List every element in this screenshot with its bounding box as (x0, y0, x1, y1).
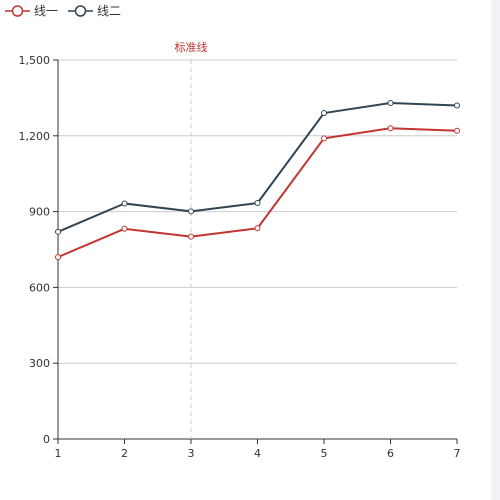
x-tick-label: 4 (254, 447, 261, 460)
markline-label: 标准线 (175, 40, 208, 54)
legend-item-series-1[interactable]: 线一 (5, 2, 58, 19)
scroll-gutter (491, 0, 500, 500)
x-tick-label: 7 (454, 447, 461, 460)
y-tick-label: 1,500 (19, 54, 51, 67)
legend-label-series-2: 线二 (97, 4, 122, 18)
series-2-point (387, 99, 394, 106)
series-1-point (321, 135, 327, 142)
series-1-point (254, 225, 261, 232)
legend-symbol-series-1 (5, 4, 30, 17)
series-1-point (454, 127, 460, 134)
x-tick-label: 3 (188, 447, 195, 460)
y-tick-label: 600 (29, 281, 50, 294)
series-1-point (121, 225, 128, 232)
series-2-point (254, 200, 261, 207)
legend-item-series-2[interactable]: 线二 (68, 2, 121, 19)
series-2-line (57, 101, 458, 233)
legend-symbol-series-2 (68, 4, 94, 17)
series-2-point (321, 110, 327, 117)
x-tick-label: 1 (55, 447, 62, 460)
series-1-point (188, 233, 194, 240)
y-tick-label: 1,200 (19, 130, 51, 143)
legend: 线一 线二 (5, 2, 121, 19)
y-tick-label: 300 (29, 357, 50, 370)
y-tick-label: 0 (43, 433, 50, 446)
series-2-point (454, 102, 460, 109)
series-2-point (121, 200, 128, 207)
x-tick-label: 2 (121, 447, 128, 460)
series-1-point (55, 254, 61, 261)
series-1-point (387, 125, 394, 132)
legend-label-series-1: 线一 (34, 4, 59, 18)
x-tick-label: 5 (321, 447, 328, 460)
series-2-point (55, 228, 61, 235)
series-1-line (57, 127, 458, 259)
x-tick-label: 6 (387, 447, 394, 460)
y-tick-label: 900 (29, 206, 50, 219)
series-2-point (188, 208, 194, 215)
